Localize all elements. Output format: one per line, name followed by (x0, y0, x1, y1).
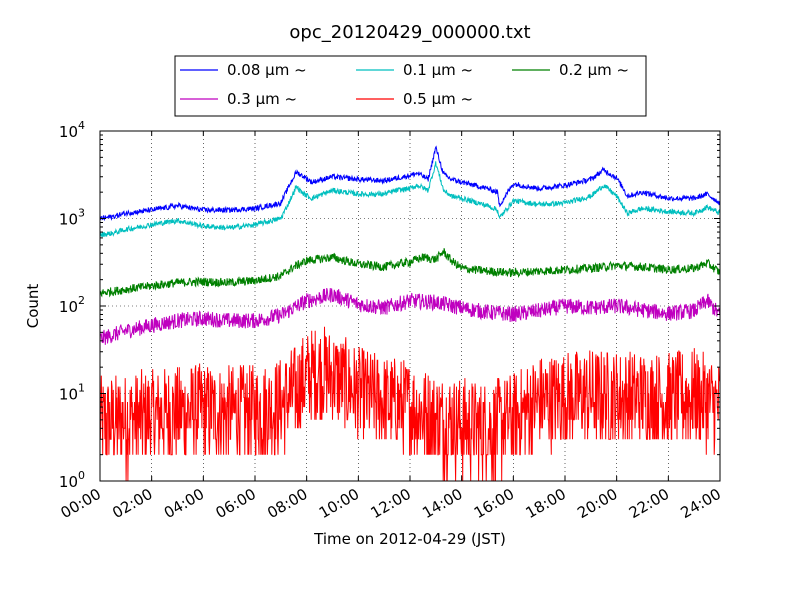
legend-label: 0.2 μm ~ (559, 61, 629, 79)
legend-label: 0.3 μm ~ (227, 90, 297, 108)
legend: 0.08 μm ~ 0.1 μm ~ 0.2 μm ~ 0.3 μm ~ 0.5 μm … (174, 55, 647, 117)
legend-label: 0.08 μm ~ (227, 61, 307, 79)
y-tick-label: 103 (59, 207, 85, 229)
plot-area: 00:00 02:00 04:00 06:00 08:00 10:00 12:00 14:00… (58, 119, 724, 522)
y-axis-label: Count (24, 284, 42, 329)
x-tick-label: 06:00 (213, 485, 259, 522)
y-tick-label: 101 (59, 382, 85, 404)
y-tick-label: 104 (59, 119, 85, 141)
x-tick-label: 02:00 (109, 485, 155, 522)
legend-box (174, 55, 647, 117)
y-tick-label: 100 (59, 469, 85, 491)
x-tick-label: 10:00 (316, 485, 362, 522)
legend-label: 0.1 μm ~ (403, 61, 473, 79)
x-tick-label: 08:00 (264, 485, 310, 522)
x-tick-label: 18:00 (523, 485, 569, 522)
x-tick-label: 04:00 (161, 485, 207, 522)
x-tick-label: 22:00 (626, 485, 672, 522)
x-tick-label: 14:00 (419, 485, 465, 522)
series-line (99, 287, 721, 345)
series-layer (99, 145, 721, 482)
chart-title: opc_20120429_000000.txt (289, 22, 530, 43)
y-tick-exponent: 2 (78, 294, 85, 307)
y-tick-exponent: 0 (78, 469, 85, 482)
x-tick-label: 12:00 (368, 485, 414, 522)
x-axis-label: Time on 2012-04-29 (JST) (313, 530, 506, 548)
x-tick-label: 24:00 (678, 485, 724, 522)
series-line (99, 326, 720, 482)
legend-label: 0.5 μm ~ (403, 90, 473, 108)
y-tick-exponent: 3 (78, 207, 85, 220)
series-line (99, 161, 721, 238)
series-line (99, 145, 721, 222)
series-line (99, 248, 721, 298)
y-tick-exponent: 4 (78, 119, 85, 132)
y-tick-label: 102 (59, 294, 85, 316)
x-tick-label: 20:00 (574, 485, 620, 522)
y-tick-exponent: 1 (78, 382, 85, 395)
x-tick-label: 16:00 (471, 485, 517, 522)
